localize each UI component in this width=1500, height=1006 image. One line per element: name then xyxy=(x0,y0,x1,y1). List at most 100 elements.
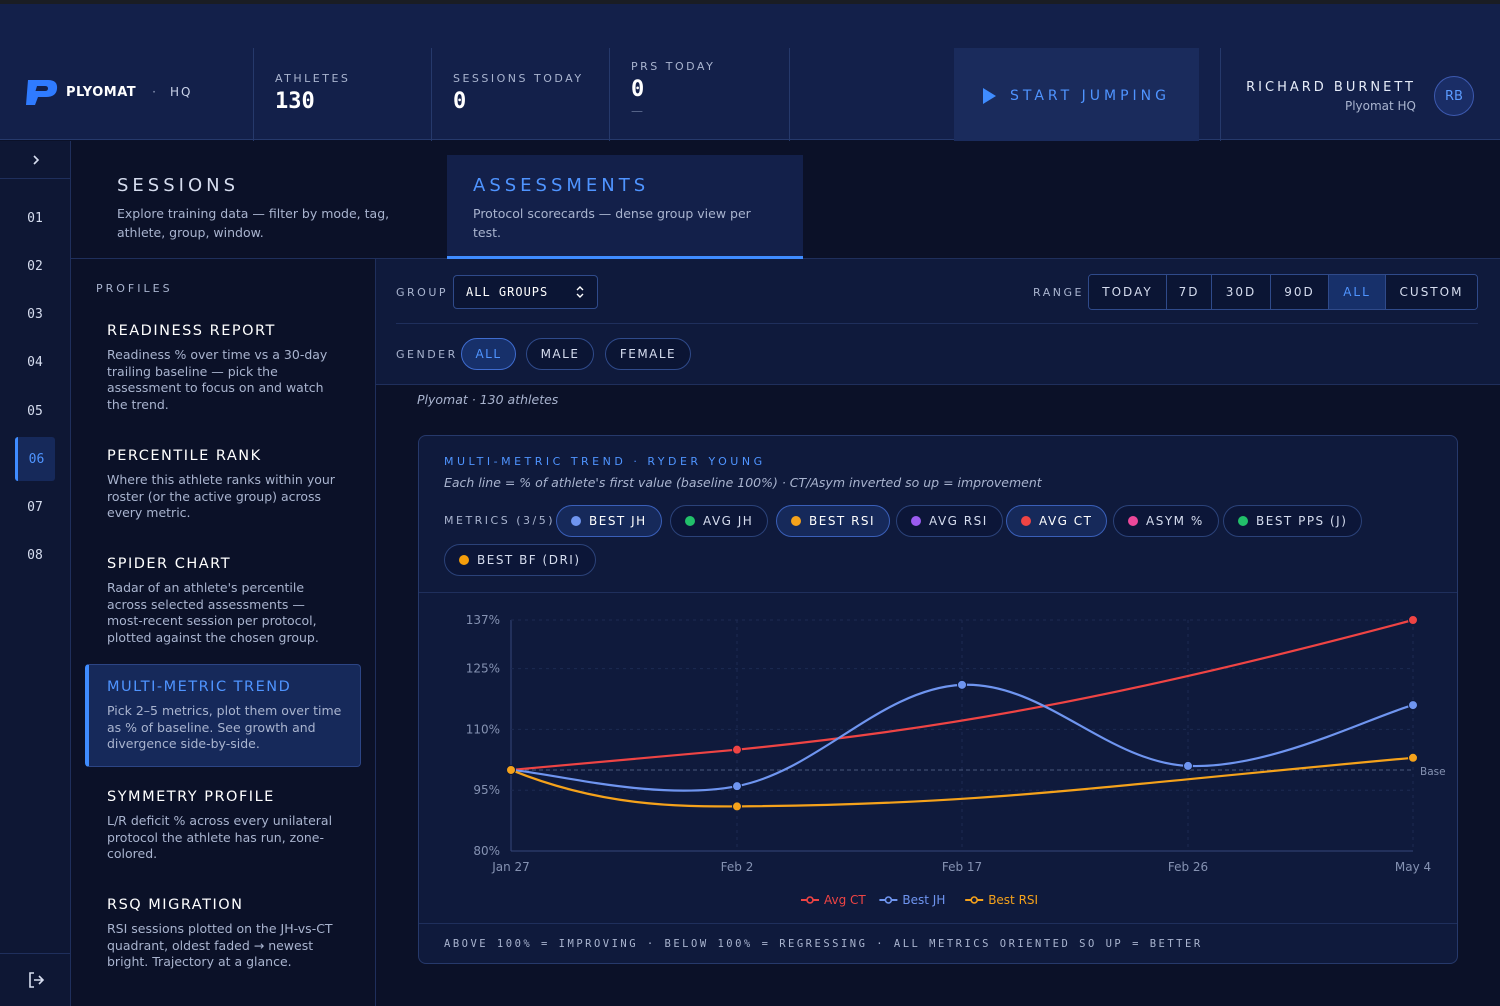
rail-item-03[interactable]: 03 xyxy=(27,306,43,322)
metric-avg-ct[interactable]: AVG CT xyxy=(1006,505,1108,537)
data-point xyxy=(732,781,742,792)
tab-sessions[interactable]: SESSIONS Explore training data — filter … xyxy=(91,155,447,259)
trend-card: MULTI-METRIC TREND · RYDER YOUNG Each li… xyxy=(418,435,1458,964)
expand-rail-button[interactable] xyxy=(0,141,71,179)
metric-dot xyxy=(911,516,921,526)
profile-spider-chart[interactable]: SPIDER CHART Radar of an athlete's perce… xyxy=(85,548,361,654)
gender-female[interactable]: FEMALE xyxy=(605,338,691,370)
metric-asym-pct[interactable]: ASYM % xyxy=(1113,505,1219,537)
range-all[interactable]: ALL xyxy=(1329,275,1386,309)
stat-value: 0 xyxy=(453,89,467,114)
legend-marker xyxy=(806,896,814,904)
group-select[interactable]: ALL GROUPS xyxy=(453,275,598,309)
main-content: Plyomat · 130 athletes MULTI-METRIC TREN… xyxy=(376,385,1500,1006)
profile-desc: L/R deficit % across every unilateral pr… xyxy=(107,813,333,861)
gender-male[interactable]: MALE xyxy=(526,338,594,370)
range-segmented-control: TODAY 7D 30D 90D ALL CUSTOM xyxy=(1088,274,1478,310)
rail-item-02[interactable]: 02 xyxy=(27,258,43,274)
group-label: GROUP xyxy=(396,286,449,299)
profile-multi-metric-trend[interactable]: MULTI-METRIC TREND Pick 2–5 metrics, plo… xyxy=(85,664,361,767)
brand-name: PLYOMAT xyxy=(66,84,137,100)
legend-label: Best RSI xyxy=(988,893,1038,907)
series-line-avg-ct xyxy=(510,618,1414,772)
start-jumping-label: START JUMPING xyxy=(1010,88,1170,104)
avatar[interactable]: RB xyxy=(1434,76,1474,116)
filter-divider xyxy=(396,323,1478,324)
play-icon xyxy=(983,88,996,104)
metric-dot xyxy=(685,516,695,526)
profile-desc: Where this athlete ranks within your ros… xyxy=(107,472,335,520)
group-select-value: ALL GROUPS xyxy=(466,285,549,299)
select-updown-icon xyxy=(576,286,584,298)
legend-label: Avg CT xyxy=(824,893,866,907)
profile-readiness-report[interactable]: READINESS REPORT Readiness % over time v… xyxy=(85,315,361,421)
metric-avg-jh[interactable]: AVG JH xyxy=(670,505,769,537)
stat-sessions-today: SESSIONS TODAY 0 xyxy=(453,72,584,114)
metric-avg-rsi[interactable]: AVG RSI xyxy=(896,505,1003,537)
roster-subtitle: Plyomat · 130 athletes xyxy=(417,392,559,407)
rail-item-04[interactable]: 04 xyxy=(27,354,43,370)
rail-item-06[interactable]: 06 xyxy=(15,437,55,481)
data-point xyxy=(957,679,967,690)
metric-best-rsi[interactable]: BEST RSI xyxy=(776,505,891,537)
metric-dot xyxy=(1021,516,1031,526)
header-divider xyxy=(253,48,254,144)
user-info[interactable]: RICHARD BURNETT Plyomat HQ xyxy=(1246,80,1416,113)
range-today[interactable]: TODAY xyxy=(1089,275,1167,309)
x-tick-label: Feb 2 xyxy=(721,860,754,874)
card-heading: MULTI-METRIC TREND · RYDER YOUNG xyxy=(444,455,766,468)
chart-series xyxy=(506,615,1418,812)
header-divider xyxy=(789,48,790,144)
y-tick-label: 80% xyxy=(473,844,500,858)
brand-location: HQ xyxy=(169,85,193,99)
card-subtitle: Each line = % of athlete's first value (… xyxy=(444,475,1042,490)
rail-item-05[interactable]: 05 xyxy=(27,403,43,419)
rail-item-08[interactable]: 08 xyxy=(27,547,43,563)
range-7d[interactable]: 7D xyxy=(1167,275,1212,309)
rail-item-01[interactable]: 01 xyxy=(27,210,43,226)
metric-label: ASYM % xyxy=(1146,514,1204,528)
profile-rsq-migration[interactable]: RSQ MIGRATION RSI sessions plotted on th… xyxy=(85,889,361,979)
y-axis-ticks: 137% 125% 110% 95% 80% xyxy=(466,613,500,858)
metric-best-pps[interactable]: BEST PPS (J) xyxy=(1223,505,1363,537)
header-divider xyxy=(1220,48,1221,144)
profile-symmetry-profile[interactable]: SYMMETRY PROFILE L/R deficit % across ev… xyxy=(85,781,361,871)
profile-desc: Readiness % over time vs a 30-day traili… xyxy=(107,347,328,412)
brand-logo[interactable]: PLYOMAT · HQ xyxy=(24,76,192,108)
metric-label: BEST JH xyxy=(589,514,647,528)
section-tabs: SESSIONS Explore training data — filter … xyxy=(71,141,1500,259)
stat-sub: — xyxy=(631,104,643,118)
x-tick-label: Feb 17 xyxy=(942,860,982,874)
range-30d[interactable]: 30D xyxy=(1212,275,1271,309)
y-tick-label: 110% xyxy=(466,722,500,736)
logout-button[interactable] xyxy=(0,953,71,1006)
header-divider xyxy=(609,48,610,144)
profile-percentile-rank[interactable]: PERCENTILE RANK Where this athlete ranks… xyxy=(85,440,361,530)
metric-best-bf[interactable]: BEST BF (DRI) xyxy=(444,544,596,576)
stat-athletes: ATHLETES 130 xyxy=(275,72,350,114)
stat-value: 0 xyxy=(631,77,645,102)
multi-metric-trend-chart: Base 137% 125% 110% 95% 80% Jan 27 Feb 2 Feb 1… xyxy=(466,613,1446,907)
baseline-label: Base xyxy=(1420,766,1446,778)
metric-dot xyxy=(571,516,581,526)
data-point xyxy=(732,744,742,755)
range-label: RANGE xyxy=(1033,286,1084,299)
side-rail: 01 02 03 04 05 06 07 08 xyxy=(0,141,71,1006)
profile-title: RSQ MIGRATION xyxy=(107,897,244,913)
range-90d[interactable]: 90D xyxy=(1271,275,1329,309)
metric-label: AVG CT xyxy=(1039,514,1093,528)
metric-best-jh[interactable]: BEST JH xyxy=(556,505,662,537)
brand-separator: · xyxy=(152,85,156,99)
metric-label: BEST PPS (J) xyxy=(1256,514,1348,528)
x-axis-ticks: Jan 27 Feb 2 Feb 17 Feb 26 May 4 xyxy=(491,860,1431,874)
start-jumping-button[interactable]: START JUMPING xyxy=(954,48,1199,144)
tab-assessments[interactable]: ASSESSMENTS Protocol scorecards — dense … xyxy=(447,155,803,259)
plyomat-logo-icon xyxy=(26,80,58,105)
gender-all[interactable]: ALL xyxy=(461,338,516,370)
range-custom[interactable]: CUSTOM xyxy=(1386,275,1477,309)
profile-desc: RSI sessions plotted on the JH-vs-CT qua… xyxy=(107,921,333,969)
rail-item-07[interactable]: 07 xyxy=(27,499,43,515)
metrics-label: METRICS (3/5) xyxy=(444,514,555,527)
data-point xyxy=(1408,615,1418,625)
stat-value: 130 xyxy=(275,89,315,114)
